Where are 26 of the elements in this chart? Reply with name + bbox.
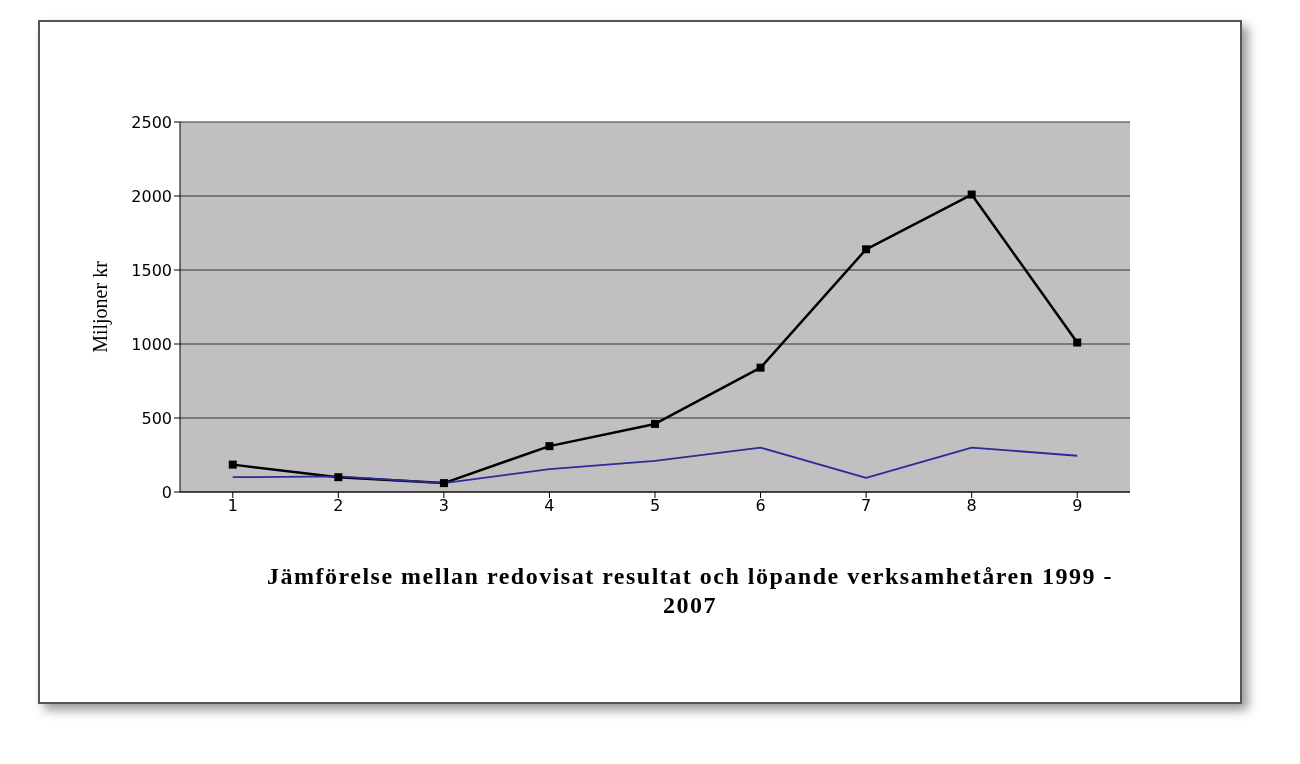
x-tick-label: 6 — [755, 496, 766, 516]
point — [862, 245, 871, 254]
x-tick-label: 8 — [966, 496, 977, 516]
point — [334, 473, 343, 482]
point — [756, 363, 765, 372]
y-tick-label: 1000 — [131, 334, 172, 354]
x-tick-label: 5 — [649, 496, 661, 516]
x-tick-label: 1 — [227, 496, 238, 516]
y-tick-label: 2500 — [131, 112, 172, 132]
y-tick-label: 0 — [161, 482, 172, 502]
point — [651, 419, 659, 428]
point — [439, 479, 448, 488]
point — [1073, 338, 1082, 347]
point — [228, 460, 237, 469]
y-tick-label: 500 — [141, 408, 172, 428]
y-tick-label: 1500 — [131, 260, 172, 280]
x-tick-label: 4 — [544, 496, 555, 516]
point — [967, 190, 976, 199]
x-tick-label: 9 — [1072, 496, 1083, 516]
y-axis-title: Miljoner kr — [89, 260, 113, 353]
x-tick-label: 2 — [333, 496, 344, 516]
y-tick-label: 2000 — [131, 186, 172, 206]
x-axis-title: Jämförelse mellan redovisat resultat och löpande verksamhetåren 1999 - 2007 — [266, 562, 1114, 620]
x-tick-label: 3 — [438, 496, 449, 516]
point — [545, 442, 554, 451]
x-tick-label: 7 — [861, 496, 872, 516]
